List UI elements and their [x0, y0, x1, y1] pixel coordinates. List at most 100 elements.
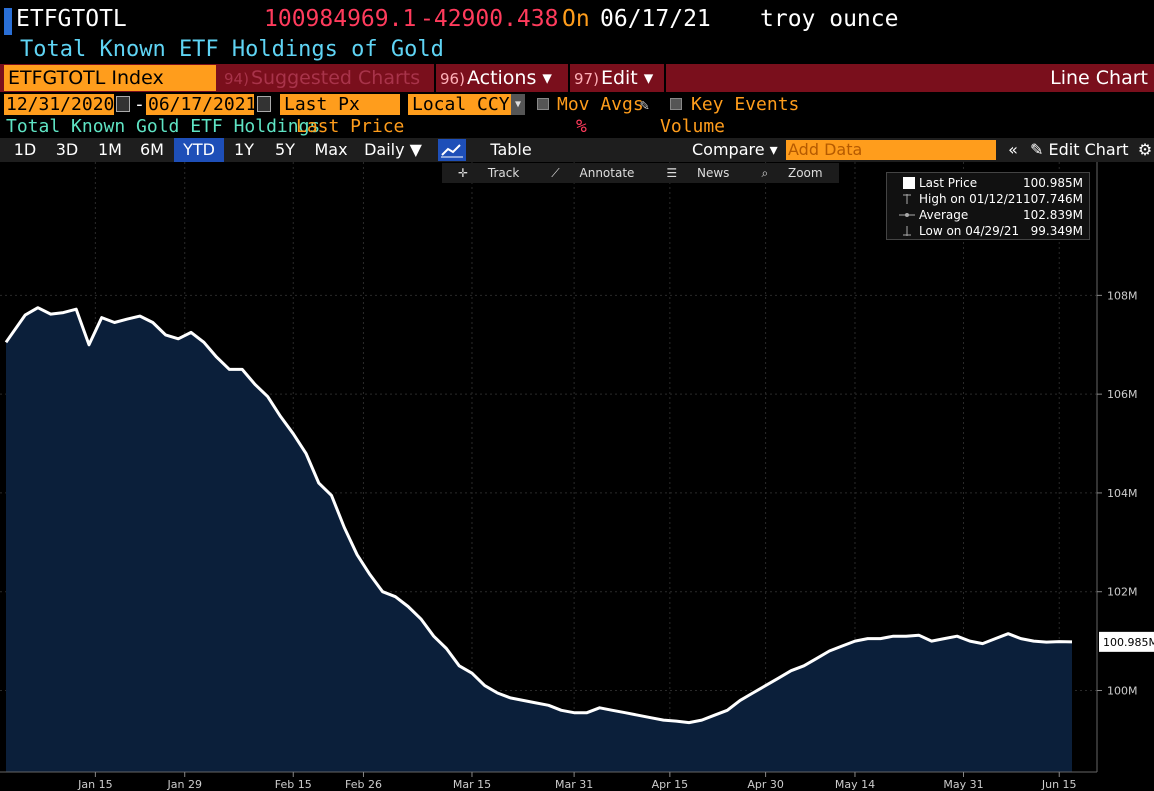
- line-chart-icon[interactable]: [438, 139, 466, 161]
- period-6m[interactable]: 6M: [140, 140, 164, 159]
- y-tick-label: 106M: [1107, 388, 1138, 401]
- period-3d[interactable]: 3D: [55, 140, 79, 159]
- currency-select[interactable]: Local CCY: [408, 94, 512, 115]
- suggested-charts-button[interactable]: 94) Suggested Charts: [220, 64, 430, 92]
- add-data-input[interactable]: Add Data: [786, 140, 996, 160]
- x-tick-label: Apr 15: [652, 778, 689, 791]
- period-1d[interactable]: 1D: [13, 140, 37, 159]
- white-square-icon: [903, 177, 915, 189]
- x-tick-label: Jun 15: [1041, 778, 1077, 791]
- last-price-column: Last Price: [296, 116, 405, 137]
- edit-number: 97): [574, 70, 599, 88]
- last-value-label: 100.985M: [1103, 636, 1154, 649]
- x-tick-label: Feb 26: [345, 778, 382, 791]
- low-marker-icon: [903, 226, 911, 236]
- key-events-label: Key Events: [691, 94, 800, 115]
- frequency-select[interactable]: Daily ▼: [364, 140, 422, 159]
- mov-avgs-label: Mov Avgs: [557, 94, 644, 115]
- suggested-charts-label: Suggested Charts: [250, 67, 421, 89]
- start-calendar-icon[interactable]: [116, 96, 130, 112]
- y-axis: 108M 106M 104M 102M 100M: [1096, 162, 1138, 772]
- y-tick-label: 102M: [1107, 586, 1138, 599]
- x-tick-label: Mar 31: [555, 778, 593, 791]
- actions-menu[interactable]: 96) Actions ▾: [434, 64, 566, 92]
- annotate-tool[interactable]: ⟋ Annotate: [535, 163, 650, 183]
- chart-tools-bar: ✛ Track ⟋ Annotate ☰ News ⌕ Zoom: [442, 163, 839, 183]
- date-separator: -: [134, 94, 145, 115]
- collapse-button[interactable]: «: [1008, 140, 1018, 159]
- annotate-icon: ⟋: [551, 166, 564, 180]
- compare-menu[interactable]: Compare ▾: [692, 140, 778, 159]
- period-max[interactable]: Max: [314, 140, 348, 159]
- mov-avgs-checkbox[interactable]: [537, 98, 549, 110]
- series-legend-row: Total Known Gold ETF Holdings Last Price…: [0, 116, 1154, 138]
- x-tick-label: Jan 29: [167, 778, 202, 791]
- end-calendar-icon[interactable]: [257, 96, 271, 112]
- date-range-row: 12/31/2020 - 06/17/2021 Last Px Local CC…: [0, 92, 1154, 116]
- edit-chart-label: Edit Chart: [1048, 140, 1129, 159]
- crosshair-icon: ✛: [458, 166, 472, 180]
- period-1m[interactable]: 1M: [98, 140, 122, 159]
- line-chart[interactable]: 108M 106M 104M 102M 100M Jan 15 Jan 29 Feb 15 F…: [0, 162, 1154, 791]
- news-icon: ☰: [666, 166, 681, 180]
- chart-legend-box: Last Price 100.985M High on 01/12/21 107…: [886, 172, 1090, 240]
- y-tick-label: 108M: [1107, 289, 1138, 302]
- field-select[interactable]: Last Px: [280, 94, 400, 115]
- series-line: [4, 306, 1073, 725]
- security-input[interactable]: ETFGTOTL Index: [4, 65, 216, 91]
- x-tick-label: Mar 15: [453, 778, 491, 791]
- actions-label: Actions ▾: [466, 67, 552, 89]
- legend-high: High on 01/12/21 107.746M: [891, 191, 1087, 207]
- period-5y[interactable]: 5Y: [275, 140, 295, 159]
- as-of-date: 06/17/21: [600, 6, 711, 32]
- change-value: -42900.438: [420, 6, 559, 32]
- key-events-checkbox[interactable]: [670, 98, 682, 110]
- period-ytd[interactable]: YTD: [174, 138, 224, 162]
- volume-column: Volume: [660, 116, 726, 137]
- currency-dropdown-icon[interactable]: ▼: [511, 94, 525, 115]
- chart-type-label: Line Chart: [1050, 67, 1148, 89]
- high-marker-icon: [903, 194, 911, 204]
- news-tool[interactable]: ☰ News: [650, 163, 745, 183]
- x-tick-label: Apr 30: [747, 778, 784, 791]
- start-date-field[interactable]: 12/31/2020: [4, 94, 115, 115]
- legend-average: Average 102.839M: [891, 207, 1087, 223]
- end-date-field[interactable]: 06/17/2021: [146, 94, 257, 115]
- ticker-marker: [4, 8, 12, 35]
- edit-chart-button[interactable]: ✎ Edit Chart: [1030, 138, 1129, 162]
- period-toolbar: 1D 3D 1M 6M YTD 1Y 5Y Max Daily ▼ Table …: [0, 138, 1154, 162]
- average-marker-icon: [899, 213, 915, 217]
- settings-gear-icon[interactable]: ⚙: [1137, 140, 1153, 159]
- zoom-tool[interactable]: ⌕ Zoom: [745, 163, 838, 183]
- y-tick-label: 104M: [1107, 487, 1138, 500]
- legend-low: Low on 04/29/21 99.349M: [891, 223, 1087, 239]
- x-axis: Jan 15 Jan 29 Feb 15 Feb 26 Mar 15 Mar 31 Apr …: [0, 771, 1097, 791]
- x-tick-label: May 14: [835, 778, 875, 791]
- unit-label: troy ounce: [760, 6, 899, 32]
- x-tick-label: May 31: [943, 778, 983, 791]
- magnifier-icon: ⌕: [761, 166, 772, 180]
- security-header: ETFGTOTL 100984969.1 -42900.438 On 06/17…: [0, 0, 1154, 36]
- area-fill: [6, 307, 1072, 772]
- last-value-marker: 100.985M: [1099, 631, 1154, 652]
- track-tool[interactable]: ✛ Track: [442, 163, 535, 183]
- suggested-charts-number: 94): [224, 70, 249, 88]
- edit-menu[interactable]: 97) Edit ▾: [568, 64, 666, 92]
- on-label: On: [562, 6, 590, 32]
- actions-number: 96): [440, 70, 465, 88]
- x-tick-label: Jan 15: [77, 778, 112, 791]
- pencil-icon: ✎: [1030, 140, 1049, 159]
- period-1y[interactable]: 1Y: [234, 140, 254, 159]
- table-button[interactable]: Table: [490, 140, 532, 159]
- edit-label: Edit ▾: [600, 67, 654, 89]
- legend-last-price: Last Price 100.985M: [891, 175, 1087, 191]
- security-description: Total Known ETF Holdings of Gold: [20, 37, 444, 62]
- function-toolbar: ETFGTOTL Index 94) Suggested Charts 96) Ac…: [0, 64, 1154, 92]
- percent-column: %: [576, 116, 587, 137]
- last-value: 100984969.1: [264, 6, 417, 32]
- pencil-icon[interactable]: ✎: [640, 96, 650, 114]
- last-value-box: [1099, 631, 1154, 652]
- ticker-symbol: ETFGTOTL: [16, 6, 127, 32]
- y-tick-label: 100M: [1107, 685, 1138, 698]
- x-tick-label: Feb 15: [275, 778, 312, 791]
